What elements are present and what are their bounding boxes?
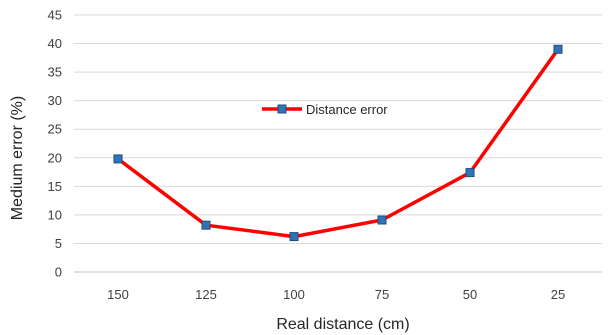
y-tick-label: 0 — [55, 265, 62, 280]
data-point-marker — [553, 44, 563, 54]
y-tick-label: 45 — [48, 8, 62, 23]
legend-label: Distance error — [306, 102, 388, 117]
x-tick-label: 25 — [551, 287, 565, 302]
series-line — [116, 47, 560, 239]
series-layer — [113, 44, 563, 242]
data-point-marker — [289, 232, 299, 242]
y-axis-title: Medium error (%) — [9, 96, 26, 220]
x-tick-label: 125 — [195, 287, 217, 302]
x-tick-label: 75 — [375, 287, 389, 302]
y-tick-label: 20 — [48, 150, 62, 165]
x-axis-title: Real distance (cm) — [276, 316, 409, 333]
data-point-marker — [113, 154, 123, 164]
y-tick-label: 30 — [48, 93, 62, 108]
x-tick-label: 150 — [107, 287, 129, 302]
y-tick-label: 10 — [48, 207, 62, 222]
data-point-marker — [465, 168, 475, 178]
y-tick-label: 5 — [55, 236, 62, 251]
legend-marker-swatch — [277, 104, 287, 114]
data-point-marker — [377, 215, 387, 225]
y-tick-label: 15 — [48, 179, 62, 194]
data-point-marker — [201, 220, 211, 230]
y-tick-label: 35 — [48, 65, 62, 80]
y-tick-label: 40 — [48, 36, 62, 51]
y-tick-label: 25 — [48, 122, 62, 137]
y-axis-ticks: 0 5 10 15 20 25 30 35 40 45 — [48, 8, 62, 280]
x-tick-label: 50 — [463, 287, 477, 302]
x-axis-ticks: 150 125 100 75 50 25 — [107, 287, 565, 302]
x-tick-label: 100 — [283, 287, 305, 302]
gridlines — [74, 14, 602, 273]
legend: Distance error — [262, 102, 388, 117]
